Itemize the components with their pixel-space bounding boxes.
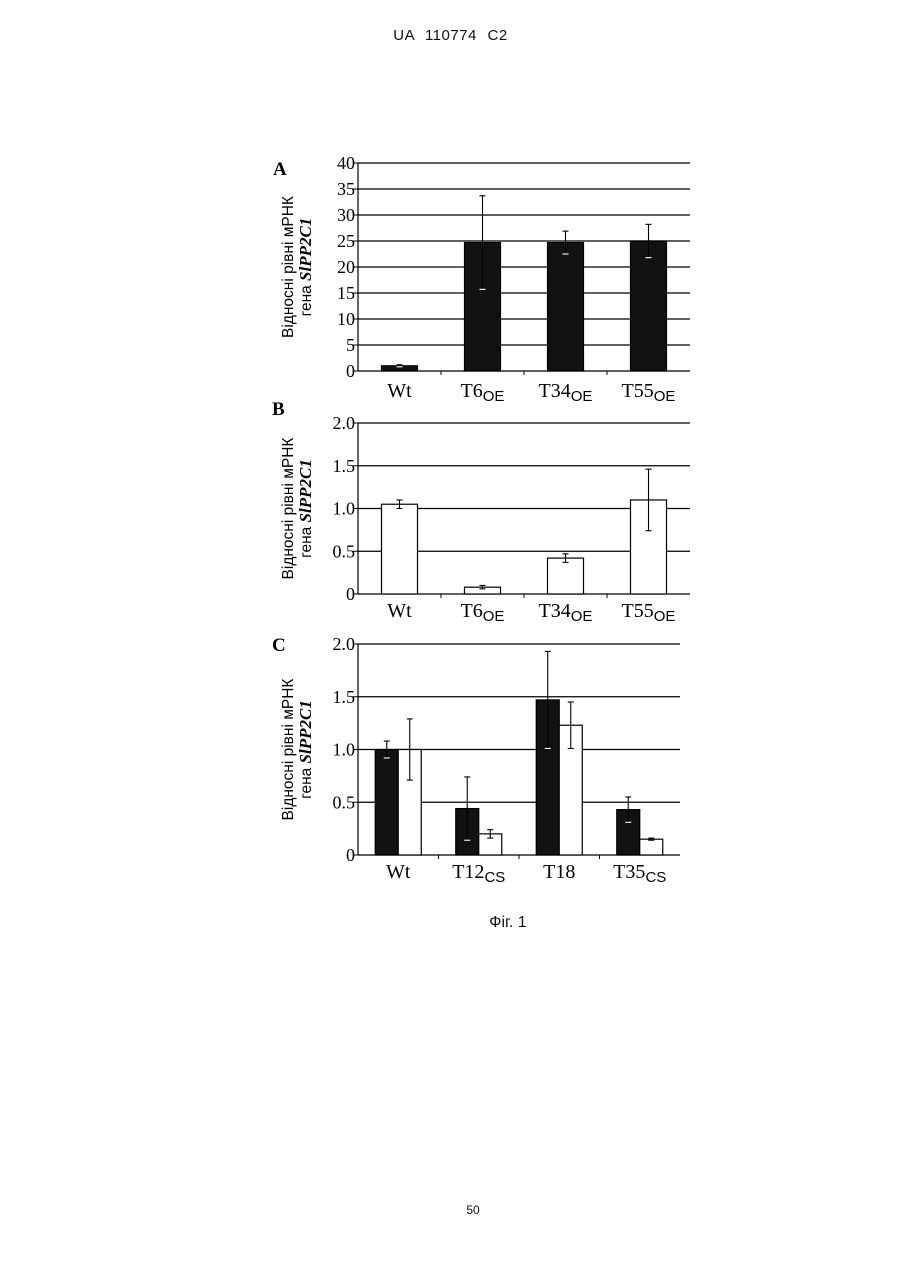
x-tick-label-main: T6 xyxy=(461,380,483,402)
y-axis-label-line1: Відносні рівні мРНК xyxy=(280,196,297,338)
x-tick-label-main: T35 xyxy=(613,861,645,883)
x-tick-label-main: Wt xyxy=(387,600,412,622)
y-tick-label: 0 xyxy=(346,361,355,381)
y-axis-label-line2: гена SlPP2C1 xyxy=(296,700,315,799)
x-tick-label-main: T34 xyxy=(539,380,571,402)
y-tick-label: 0 xyxy=(346,845,355,865)
x-tick-label: T55OE xyxy=(622,380,676,405)
y-axis-label-prefix: гена xyxy=(298,522,315,557)
x-tick-label-main: T55 xyxy=(622,380,654,402)
bar xyxy=(375,750,398,856)
y-tick-label: 15 xyxy=(337,283,355,303)
x-tick-label-main: Wt xyxy=(386,861,411,883)
panel-label: B xyxy=(272,399,285,420)
chart-panel-b: B Відносні рівні мРНКгена SlPP2C1 0 0.5 1.0 1… xyxy=(272,399,690,625)
y-tick-label: 1.0 xyxy=(333,740,356,760)
x-tick-label: T18 xyxy=(543,861,575,883)
y-axis-label-prefix: гена xyxy=(298,281,315,316)
x-tick-label: T34OE xyxy=(539,380,593,405)
x-tick-label-sub: OE xyxy=(483,388,505,405)
x-tick-label-main: T34 xyxy=(539,600,571,622)
panel-label: C xyxy=(272,635,286,656)
figure-caption: Фіг. 1 xyxy=(0,914,901,932)
chart-panel-c: C Відносні рівні мРНКгена SlPP2C1 0 0.5 1.0 1… xyxy=(272,634,680,886)
y-tick-label: 20 xyxy=(337,257,355,277)
x-tick-label-main: T6 xyxy=(461,600,483,622)
x-tick-label: T12CS xyxy=(452,861,505,886)
x-tick-label-sub: OE xyxy=(654,608,676,625)
x-tick-label: T34OE xyxy=(539,600,593,625)
chart-panel-a: A Відносні рівні мРНКгена SlPP2C1 0 5 10 15 20… xyxy=(273,153,690,405)
y-axis-label-line2: гена SlPP2C1 xyxy=(296,459,315,558)
y-tick-label: 0.5 xyxy=(333,792,356,812)
x-tick-label: T6OE xyxy=(461,380,505,405)
y-tick-label: 35 xyxy=(337,179,355,199)
x-tick-label-sub: CS xyxy=(484,869,505,886)
y-tick-label: 1.5 xyxy=(333,456,356,476)
y-axis-label-line1: Відносні рівні мРНК xyxy=(280,438,297,580)
x-tick-label: T6OE xyxy=(461,600,505,625)
figure-1: AВідносні рівні мРНКгена SlPP2C105101520… xyxy=(0,0,901,1273)
y-axis-label-prefix: гена xyxy=(298,763,315,798)
y-axis-label-gene: SlPP2C1 xyxy=(296,218,315,281)
y-tick-label: 0.5 xyxy=(333,541,356,561)
y-axis-label-gene: SlPP2C1 xyxy=(296,459,315,522)
x-tick-label: Wt xyxy=(387,380,412,402)
y-tick-label: 40 xyxy=(337,153,355,173)
panel-label: A xyxy=(273,159,287,180)
x-tick-label-sub: OE xyxy=(571,608,593,625)
bar xyxy=(640,839,663,855)
y-tick-label: 10 xyxy=(337,309,355,329)
bar xyxy=(548,243,584,371)
x-tick-label: Wt xyxy=(386,861,411,883)
y-tick-label: 1.5 xyxy=(333,687,356,707)
y-tick-label: 30 xyxy=(337,205,355,225)
x-tick-label: T35CS xyxy=(613,861,666,886)
y-tick-label: 0 xyxy=(346,584,355,604)
bar xyxy=(548,558,584,594)
y-axis-label-line2: гена SlPP2C1 xyxy=(296,218,315,317)
y-tick-label: 2.0 xyxy=(333,634,356,654)
x-tick-label-sub: CS xyxy=(645,869,666,886)
page-number: 50 xyxy=(0,1203,901,1217)
y-tick-label: 5 xyxy=(346,335,355,355)
x-tick-label-main: T12 xyxy=(452,861,484,883)
y-tick-label: 2.0 xyxy=(333,413,356,433)
y-axis-label-line1: Відносні рівні мРНК xyxy=(280,679,297,821)
x-tick-label-sub: OE xyxy=(571,388,593,405)
x-tick-label-sub: OE xyxy=(483,608,505,625)
bar xyxy=(631,241,667,371)
y-tick-label: 25 xyxy=(337,231,355,251)
x-tick-label: T55OE xyxy=(622,600,676,625)
y-tick-label: 1.0 xyxy=(333,499,356,519)
y-axis-label-gene: SlPP2C1 xyxy=(296,700,315,763)
x-tick-label: Wt xyxy=(387,600,412,622)
x-tick-label-main: Wt xyxy=(387,380,412,402)
x-tick-label-main: T18 xyxy=(543,861,575,883)
bar xyxy=(382,504,418,594)
x-tick-label-sub: OE xyxy=(654,388,676,405)
x-tick-label-main: T55 xyxy=(622,600,654,622)
